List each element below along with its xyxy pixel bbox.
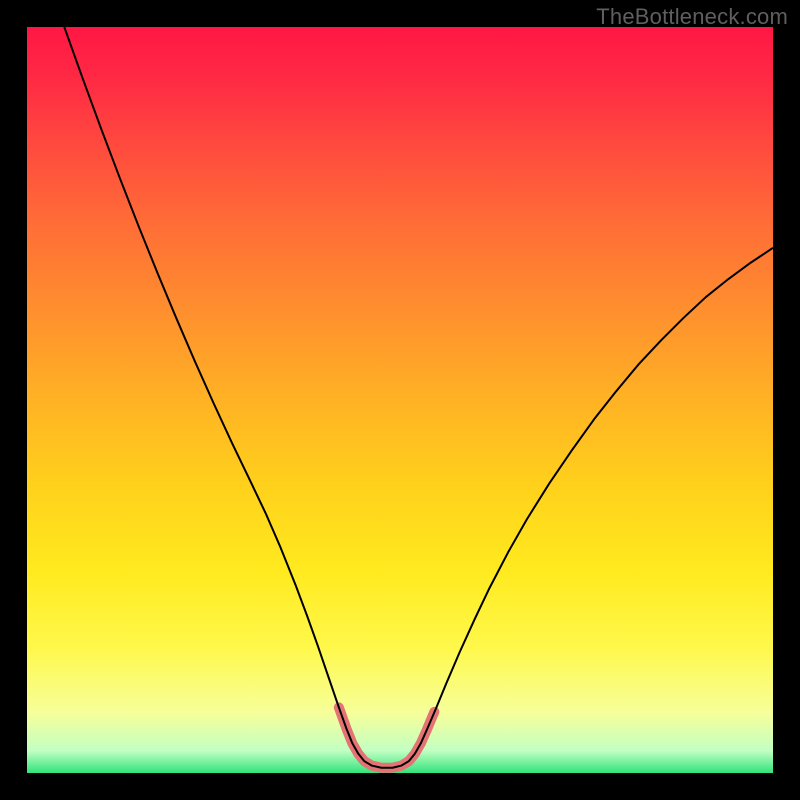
- gradient-background: [27, 27, 773, 773]
- plot-area: [27, 27, 773, 773]
- plot-svg: [27, 27, 773, 773]
- watermark-label: TheBottleneck.com: [596, 4, 788, 30]
- chart-container: TheBottleneck.com: [0, 0, 800, 800]
